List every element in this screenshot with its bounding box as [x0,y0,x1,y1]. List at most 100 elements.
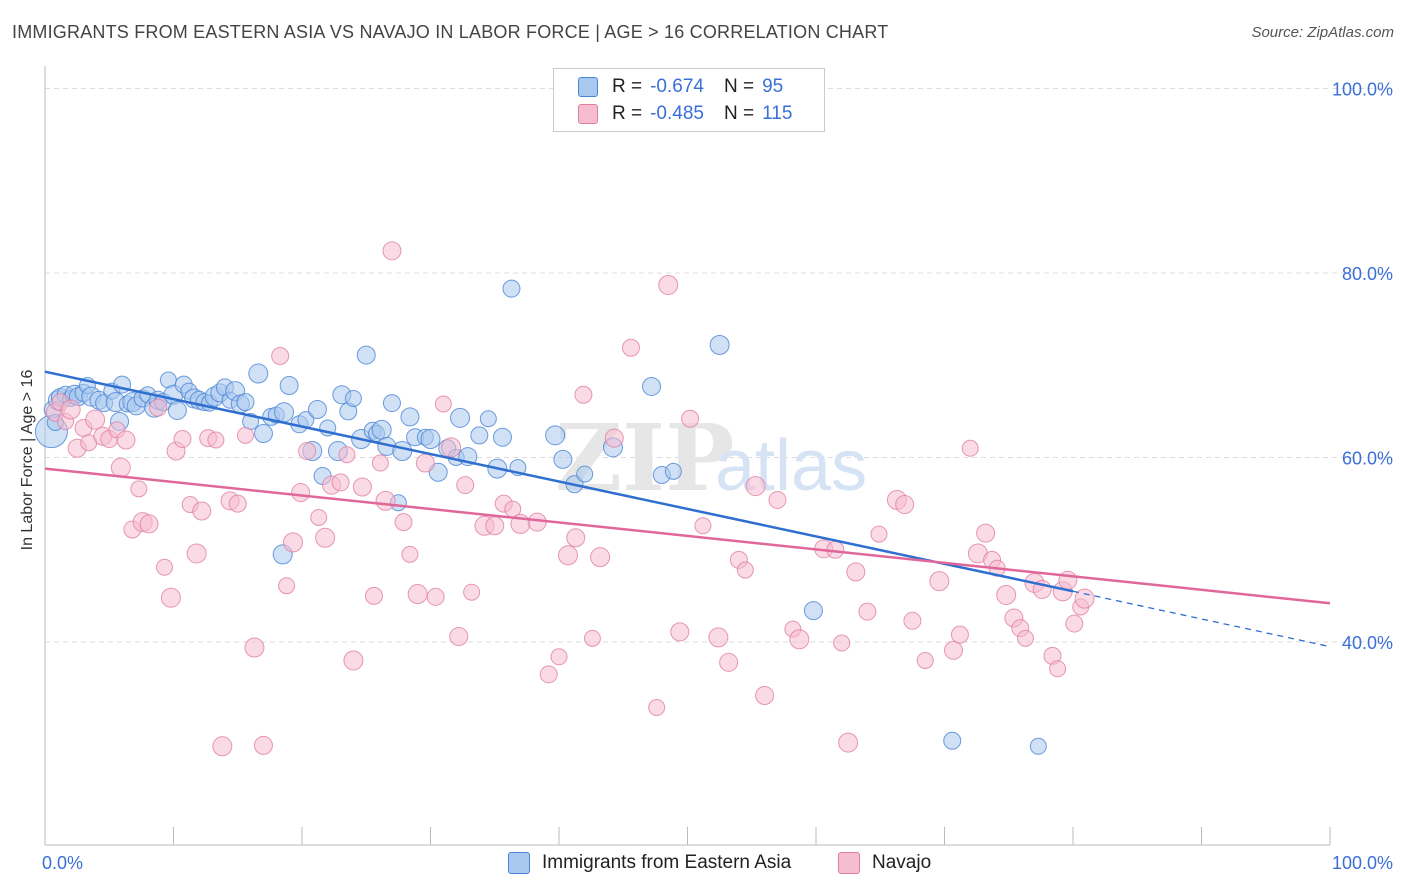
data-point [539,665,558,684]
data-point [244,637,265,658]
series-legend-label: Immigrants from Eastern Asia [542,852,792,873]
legend-r-value: -0.674 [650,76,704,97]
trend-line-eastern-asia [44,370,1074,593]
data-point [400,407,420,427]
data-point [846,562,866,582]
data-point [156,558,174,576]
legend-n-value: 95 [762,76,784,97]
data-point [1074,588,1095,609]
data-point [375,490,396,511]
data-point [1065,614,1084,633]
data-point [658,274,679,295]
data-point [139,514,159,534]
series-legend-swatch-pink [838,852,860,874]
data-point [298,442,317,461]
data-point [116,430,136,450]
correlation-legend: R = -0.674 N = 95 R = -0.485 N = 115 [553,68,825,132]
data-point [557,545,578,566]
data-point [382,241,402,261]
data-point [694,517,712,535]
data-point [648,699,666,717]
data-point [371,454,389,472]
data-point [719,652,739,672]
data-point [576,465,594,483]
data-point [253,735,273,755]
data-point [553,449,573,469]
data-point [929,571,950,592]
y-tick-label: 60.0% [1342,449,1393,469]
data-point [463,583,481,601]
legend-r-label: R = [612,76,643,97]
data-point [149,398,168,417]
series-legend-label: Navajo [872,852,932,873]
data-point [130,480,148,498]
data-point [583,629,601,647]
data-point [642,376,662,396]
legend-n-label: N = [723,103,755,124]
data-point [943,731,962,750]
data-point [449,626,469,646]
data-point [382,394,401,413]
data-point [961,439,979,457]
data-point [789,629,810,650]
data-point [271,347,290,366]
data-point [392,441,413,462]
data-point [1016,629,1034,647]
data-point [248,363,269,384]
data-point [708,627,729,648]
data-point [212,736,233,757]
data-point [492,427,512,447]
data-point [858,602,877,621]
data-point [545,425,566,446]
legend-n-value: 115 [762,103,793,124]
data-point [279,376,299,396]
data-point [160,587,181,608]
data-point [394,513,413,532]
data-point [236,426,254,444]
data-point [550,648,568,666]
watermark-zip: ZIP [555,404,734,512]
data-point [574,385,593,404]
data-point [838,732,859,753]
data-point [502,279,521,298]
legend-row-eastern-asia: R = -0.674 N = 95 [578,75,783,99]
data-point [110,457,131,478]
data-point [207,431,225,449]
data-point [664,462,682,480]
trend-lines [44,370,1331,648]
x-tick-label-min: 0.0% [42,853,83,873]
data-point [420,429,441,450]
series-legend-eastern-asia[interactable]: Immigrants from Eastern Asia [508,852,791,874]
data-point [186,543,207,564]
watermark-atlas: atlas [715,426,867,506]
data-point [428,462,448,482]
y-tick-label: 100.0% [1332,79,1393,99]
data-point [356,345,376,365]
data-point [456,476,475,495]
y-tick-label: 40.0% [1342,633,1393,653]
data-point [803,601,823,621]
data-point [470,426,489,445]
data-point [253,424,273,444]
data-point [566,528,586,548]
data-point [1049,660,1067,678]
y-tick-label: 80.0% [1342,264,1393,284]
data-point [407,584,428,605]
data-point [236,393,255,412]
data-point [167,400,187,420]
data-point [450,407,471,428]
trend-line-navajo [44,467,1331,605]
data-point [903,611,922,630]
data-point [870,525,888,543]
series-legend-swatch-blue [508,852,530,874]
data-point [745,476,766,497]
series-legend-navajo[interactable]: Navajo [838,852,931,874]
data-point [173,430,192,449]
watermark: ZIP atlas [555,404,867,512]
legend-n-label: N = [723,76,755,97]
data-point [621,338,640,357]
data-point [307,400,327,420]
data-point [274,402,295,423]
legend-r-label: R = [612,103,643,124]
